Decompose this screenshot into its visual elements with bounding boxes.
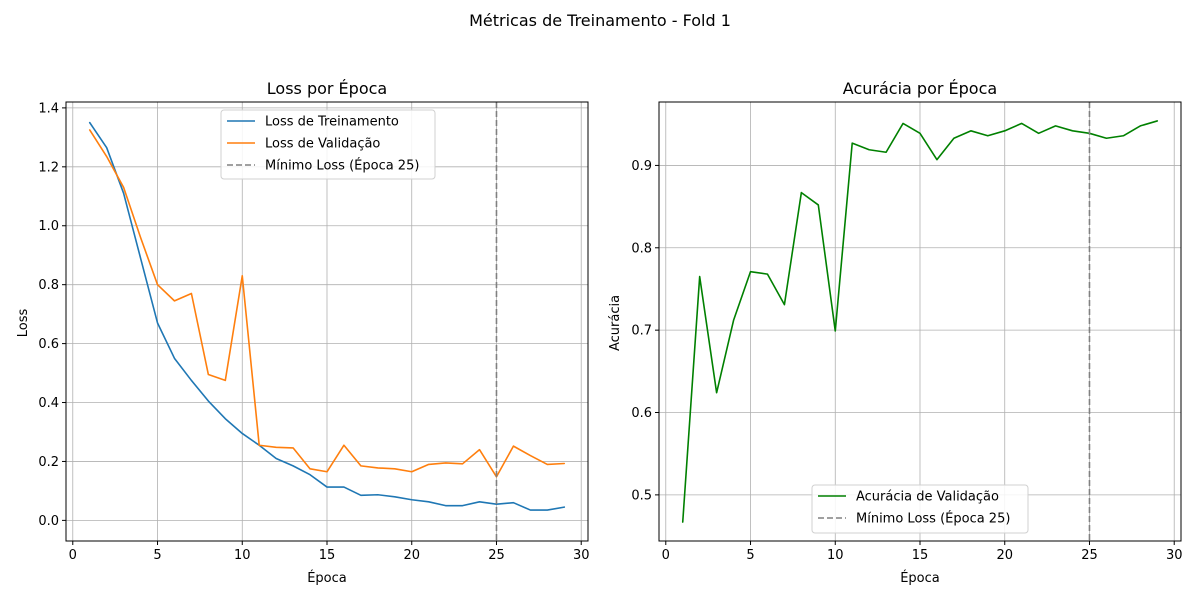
loss-x-axis-label: Época — [307, 570, 347, 586]
loss-y-tick-label: 0.8 — [38, 278, 59, 293]
accuracy-legend-box — [811, 484, 1029, 534]
figure-title: Métricas de Treinamento - Fold 1 — [469, 11, 731, 30]
accuracy-chart-title: Acurácia por Época — [843, 79, 997, 98]
loss-x-tick-label: 30 — [573, 548, 590, 563]
loss-legend-label-2: Loss de Validação — [265, 137, 380, 152]
loss-y-tick-label: 0.6 — [38, 337, 59, 352]
accuracy-x-tick-label: 5 — [746, 548, 754, 563]
loss-legend: Loss de Treinamento Loss de Validação Míni… — [220, 109, 436, 180]
accuracy-y-tick-label: 0.9 — [631, 159, 652, 174]
accuracy-x-tick-label: 10 — [827, 548, 844, 563]
accuracy-y-tick-label: 0.7 — [631, 324, 652, 339]
accuracy-plot-frame — [658, 101, 1182, 542]
accuracy-series-line-1 — [681, 120, 1159, 523]
loss-x-tick-label: 0 — [69, 548, 77, 563]
accuracy-panel: Acurácia por Época Época Acurácia 0 5 10 15… — [608, 79, 1182, 586]
loss-x-tick-label: 10 — [234, 548, 251, 563]
loss-legend-label-3: Mínimo Loss (Época 25) — [265, 158, 419, 174]
accuracy-x-tick-label: 20 — [996, 548, 1013, 563]
loss-y-tick-label: 1.4 — [38, 101, 59, 116]
loss-series-line-1 — [88, 121, 566, 511]
loss-y-tick-label: 1.2 — [38, 160, 59, 175]
loss-x-tick-label: 25 — [488, 548, 505, 563]
accuracy-x-axis-label: Época — [900, 570, 940, 586]
loss-y-tick-label: 1.0 — [38, 219, 59, 234]
accuracy-x-tick-label: 25 — [1081, 548, 1098, 563]
loss-y-tick-label: 0.2 — [38, 455, 59, 470]
loss-legend-label-1: Loss de Treinamento — [265, 115, 399, 130]
loss-y-axis-label: Loss — [16, 309, 31, 338]
loss-x-tick-label: 15 — [319, 548, 336, 563]
accuracy-legend-label-1: Acurácia de Validação — [856, 490, 999, 505]
accuracy-x-tick-label: 0 — [662, 548, 670, 563]
loss-x-tick-label: 20 — [403, 548, 420, 563]
loss-panel: Loss por Época Época Loss 0 5 10 15 20 25 30 0.… — [16, 79, 589, 586]
loss-chart-title: Loss por Época — [267, 79, 387, 98]
loss-x-tick-label: 5 — [153, 548, 161, 563]
accuracy-x-tick-label: 30 — [1166, 548, 1183, 563]
accuracy-y-tick-label: 0.5 — [631, 488, 652, 503]
accuracy-x-tick-label: 15 — [912, 548, 929, 563]
accuracy-y-tick-label: 0.6 — [631, 406, 652, 421]
loss-legend-box — [220, 109, 436, 180]
loss-y-tick-label: 0.0 — [38, 514, 59, 529]
loss-series-line-2 — [88, 129, 566, 478]
accuracy-y-tick-label: 0.8 — [631, 241, 652, 256]
accuracy-legend: Acurácia de Validação Mínimo Loss (Época … — [811, 484, 1029, 534]
accuracy-grid — [659, 102, 1181, 541]
loss-y-tick-label: 0.4 — [38, 396, 59, 411]
accuracy-legend-label-2: Mínimo Loss (Época 25) — [856, 511, 1010, 527]
loss-plot-frame — [65, 101, 589, 542]
accuracy-y-axis-label: Acurácia — [608, 295, 623, 351]
